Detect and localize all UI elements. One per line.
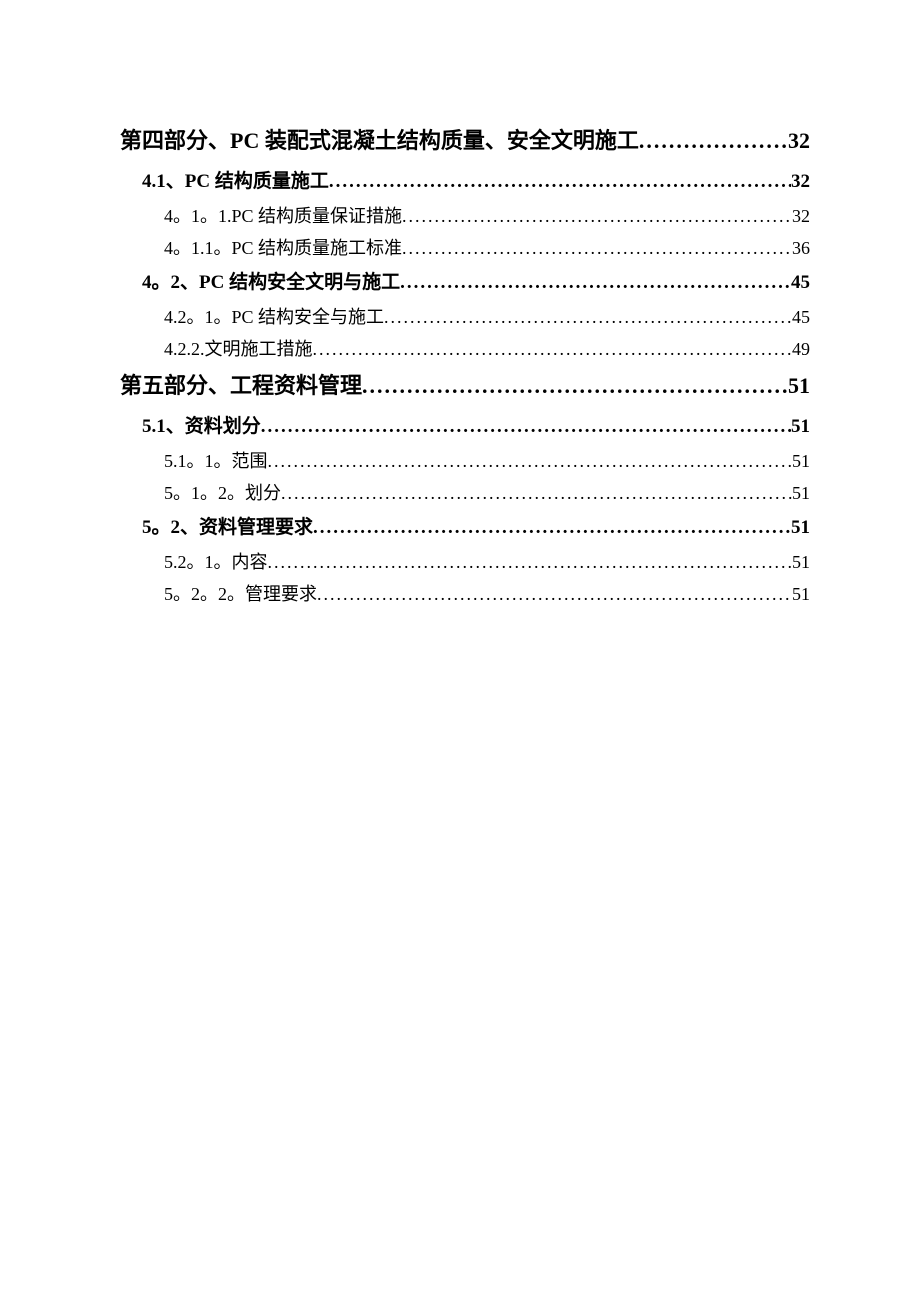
toc-entry: 5.1。1。范围 51 bbox=[120, 445, 810, 477]
toc-entry: 4。1。1.PC 结构质量保证措施 32 bbox=[120, 200, 810, 232]
toc-leader-dots bbox=[329, 163, 791, 200]
toc-entry: 5。2。2。管理要求 51 bbox=[120, 578, 810, 610]
toc-entry: 4。2、PC 结构安全文明与施工 45 bbox=[120, 264, 810, 301]
toc-page-number: 51 bbox=[792, 445, 810, 477]
toc-label: 5。2、资料管理要求 bbox=[142, 509, 313, 546]
toc-leader-dots bbox=[362, 365, 788, 408]
toc-page-number: 45 bbox=[791, 264, 810, 301]
toc-page-number: 32 bbox=[791, 163, 810, 200]
toc-label: 5.2。1。内容 bbox=[164, 546, 268, 578]
toc-entry: 4。1.1。PC 结构质量施工标准 36 bbox=[120, 232, 810, 264]
toc-entry: 4.2.2.文明施工措施 49 bbox=[120, 333, 810, 365]
toc-entry: 4.2。1。PC 结构安全与施工 45 bbox=[120, 301, 810, 333]
toc-page-number: 51 bbox=[788, 365, 810, 408]
toc-label: 5.1、资料划分 bbox=[142, 408, 261, 445]
toc-page-number: 32 bbox=[792, 200, 810, 232]
toc-entry: 第四部分、PC 装配式混凝土结构质量、安全文明施工 32 bbox=[120, 120, 810, 163]
toc-label: 5.1。1。范围 bbox=[164, 445, 268, 477]
toc-page-number: 45 bbox=[792, 301, 810, 333]
toc-leader-dots bbox=[639, 120, 788, 163]
toc-page-number: 32 bbox=[788, 120, 810, 163]
toc-entry: 5.2。1。内容 51 bbox=[120, 546, 810, 578]
toc-leader-dots bbox=[261, 408, 791, 445]
toc-page-number: 36 bbox=[792, 232, 810, 264]
toc-leader-dots bbox=[402, 200, 792, 232]
toc-entry: 5.1、资料划分 51 bbox=[120, 408, 810, 445]
toc-label: 4。1.1。PC 结构质量施工标准 bbox=[164, 232, 402, 264]
toc-leader-dots bbox=[268, 445, 793, 477]
toc-page-number: 51 bbox=[791, 509, 810, 546]
toc-leader-dots bbox=[313, 509, 791, 546]
toc-label: 5。2。2。管理要求 bbox=[164, 578, 317, 610]
toc-page-number: 51 bbox=[792, 477, 810, 509]
toc-leader-dots bbox=[313, 333, 793, 365]
toc-leader-dots bbox=[400, 264, 791, 301]
toc-entry: 4.1、PC 结构质量施工 32 bbox=[120, 163, 810, 200]
toc-leader-dots bbox=[281, 477, 792, 509]
toc-label: 4.1、PC 结构质量施工 bbox=[142, 163, 329, 200]
toc-page-number: 51 bbox=[792, 578, 810, 610]
table-of-contents: 第四部分、PC 装配式混凝土结构质量、安全文明施工 32 4.1、PC 结构质量… bbox=[120, 120, 810, 610]
toc-leader-dots bbox=[268, 546, 793, 578]
toc-page-number: 51 bbox=[792, 546, 810, 578]
toc-label: 4.2。1。PC 结构安全与施工 bbox=[164, 301, 384, 333]
toc-label: 第四部分、PC 装配式混凝土结构质量、安全文明施工 bbox=[120, 120, 639, 163]
toc-label: 5。1。2。划分 bbox=[164, 477, 281, 509]
toc-leader-dots bbox=[402, 232, 792, 264]
toc-leader-dots bbox=[384, 301, 792, 333]
toc-label: 4.2.2.文明施工措施 bbox=[164, 333, 313, 365]
toc-entry: 5。2、资料管理要求 51 bbox=[120, 509, 810, 546]
toc-label: 第五部分、工程资料管理 bbox=[120, 365, 362, 408]
toc-page-number: 51 bbox=[791, 408, 810, 445]
toc-entry: 5。1。2。划分 51 bbox=[120, 477, 810, 509]
toc-leader-dots bbox=[317, 578, 792, 610]
toc-label: 4。1。1.PC 结构质量保证措施 bbox=[164, 200, 402, 232]
toc-page-number: 49 bbox=[792, 333, 810, 365]
toc-label: 4。2、PC 结构安全文明与施工 bbox=[142, 264, 400, 301]
toc-entry: 第五部分、工程资料管理 51 bbox=[120, 365, 810, 408]
